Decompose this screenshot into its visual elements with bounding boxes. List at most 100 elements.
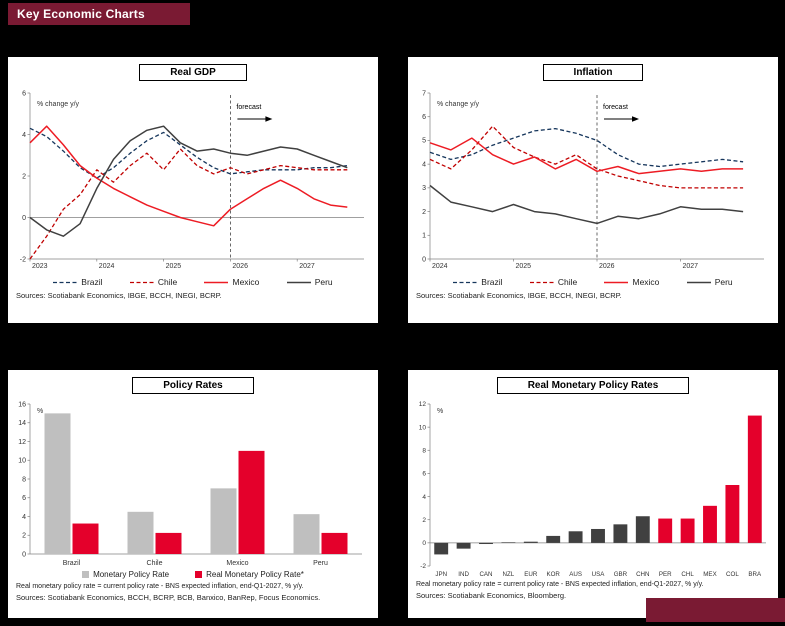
svg-text:2: 2	[22, 533, 26, 540]
svg-text:% change y/y: % change y/y	[37, 101, 80, 108]
real-gdp-sources: Sources: Scotiabank Economics, IBGE, BCC…	[16, 291, 222, 300]
svg-text:8: 8	[22, 476, 26, 483]
page-banner: Key Economic Charts	[8, 3, 190, 25]
legend-label: Brazil	[81, 277, 103, 287]
svg-text:2023: 2023	[32, 263, 48, 270]
legend-swatch-icon	[82, 570, 90, 578]
svg-text:forecast: forecast	[603, 104, 628, 111]
svg-text:% change y/y: % change y/y	[437, 101, 480, 108]
svg-text:14: 14	[18, 420, 26, 427]
svg-text:GBR: GBR	[614, 571, 628, 578]
legend-item-chile: Chile	[129, 277, 177, 287]
legend-label: Brazil	[481, 277, 503, 287]
legend-line-sample-icon	[53, 281, 78, 283]
svg-text:PER: PER	[659, 571, 672, 578]
svg-text:%: %	[437, 408, 443, 415]
svg-text:Mexico: Mexico	[226, 560, 248, 567]
policy-rates-footnote: Real monetary policy rate = current poli…	[16, 583, 304, 590]
real-gdp-chart: -2 0 2 4 6 2023 2024 2025 2026 2027 forecast % chan…	[12, 83, 374, 275]
legend-item-peru: Peru	[686, 277, 733, 287]
svg-text:0: 0	[422, 256, 426, 263]
svg-text:1: 1	[422, 233, 426, 240]
svg-text:%: %	[37, 408, 43, 415]
inflation-chart: 0 1 2 3 4 5 6 7 2024 2025 2026 2027 forecast % change…	[412, 83, 774, 275]
inflation-legend: Brazil Chile Mexico Peru	[408, 275, 778, 289]
real-monetary-policy-rates-footnote: Real monetary policy rate = current poli…	[416, 581, 704, 588]
svg-text:2025: 2025	[516, 263, 532, 270]
legend-item-brazil: Brazil	[53, 277, 103, 287]
legend-item-mexico: Mexico	[604, 277, 659, 287]
svg-text:AUS: AUS	[569, 571, 582, 578]
legend-item-brazil: Brazil	[453, 277, 503, 287]
svg-text:CHN: CHN	[636, 571, 649, 578]
real-gdp-title: Real GDP	[139, 64, 247, 81]
svg-text:10: 10	[18, 458, 26, 465]
svg-text:CAN: CAN	[479, 571, 492, 578]
svg-text:10: 10	[419, 424, 427, 431]
panel-policy-rates: Policy Rates 0 2 4 6 8 10 12 14 16% Brazil Chile Me…	[8, 370, 378, 618]
svg-text:6: 6	[422, 114, 426, 121]
svg-text:2024: 2024	[99, 263, 115, 270]
svg-text:4: 4	[422, 494, 426, 501]
legend-label: Monetary Policy Rate	[93, 569, 170, 579]
real-monetary-policy-rates-chart: -2 0 2 4 6 8 10 12% JPN IND CAN NZL EUR KOR AUS USA GBR C…	[412, 396, 774, 578]
svg-text:Brazil: Brazil	[63, 560, 81, 567]
svg-text:JPN: JPN	[435, 571, 447, 578]
inflation-title: Inflation	[542, 64, 644, 81]
svg-text:7: 7	[422, 90, 426, 97]
svg-text:2027: 2027	[299, 263, 315, 270]
legend-label: Peru	[714, 277, 733, 287]
legend-line-sample-icon	[286, 281, 311, 283]
legend-line-sample-icon	[453, 281, 478, 283]
legend-item-peru: Peru	[286, 277, 333, 287]
legend-line-sample-icon	[604, 281, 629, 283]
legend-swatch-icon	[195, 570, 203, 578]
svg-text:MEX: MEX	[703, 571, 716, 578]
legend-item-monetary-policy-rate: Monetary Policy Rate	[82, 570, 169, 579]
page-title: Key Economic Charts	[17, 7, 145, 21]
svg-text:6: 6	[422, 471, 426, 478]
svg-text:4: 4	[422, 161, 426, 168]
legend-label: Chile	[557, 277, 578, 287]
svg-text:Peru: Peru	[313, 560, 328, 567]
legend-label: Peru	[314, 277, 333, 287]
svg-text:3: 3	[422, 185, 426, 192]
legend-item-real-monetary-policy-rate-: Real Monetary Policy Rate*	[195, 570, 304, 579]
legend-line-sample-icon	[686, 281, 711, 283]
svg-text:0: 0	[422, 540, 426, 547]
svg-text:6: 6	[22, 495, 26, 502]
real-monetary-policy-rates-sources: Sources: Scotiabank Economics, Bloomberg…	[416, 591, 567, 601]
policy-rates-sources: Sources: Scotiabank Economics, BCCH, BCR…	[16, 593, 321, 603]
svg-text:2: 2	[422, 209, 426, 216]
legend-item-chile: Chile	[529, 277, 578, 287]
svg-text:4: 4	[22, 514, 26, 521]
real-monetary-policy-rates-title: Real Monetary Policy Rates	[496, 377, 690, 394]
svg-text:-2: -2	[20, 256, 26, 263]
svg-text:16: 16	[18, 401, 26, 408]
svg-text:2024: 2024	[432, 263, 448, 270]
svg-text:12: 12	[419, 401, 427, 408]
legend-label: Mexico	[632, 277, 660, 287]
inflation-sources: Sources: Scotiabank Economics, IBGE, BCC…	[416, 291, 622, 300]
svg-text:KOR: KOR	[546, 571, 560, 578]
legend-line-sample-icon	[529, 281, 554, 283]
legend-line-sample-icon	[204, 281, 229, 283]
svg-text:2026: 2026	[232, 263, 248, 270]
svg-text:0: 0	[22, 215, 26, 222]
svg-text:6: 6	[22, 90, 26, 97]
svg-text:EUR: EUR	[524, 571, 538, 578]
legend-label: Mexico	[232, 277, 260, 287]
real-gdp-legend: Brazil Chile Mexico Peru	[8, 275, 378, 289]
svg-text:2025: 2025	[166, 263, 182, 270]
svg-text:2026: 2026	[599, 263, 615, 270]
svg-text:0: 0	[22, 551, 26, 558]
svg-text:USA: USA	[592, 571, 606, 578]
svg-text:8: 8	[422, 447, 426, 454]
svg-text:5: 5	[422, 138, 426, 145]
svg-text:-2: -2	[420, 563, 426, 570]
svg-text:2: 2	[22, 173, 26, 180]
legend-item-mexico: Mexico	[204, 277, 259, 287]
legend-label: Real Monetary Policy Rate*	[206, 569, 304, 579]
svg-text:Chile: Chile	[147, 560, 163, 567]
